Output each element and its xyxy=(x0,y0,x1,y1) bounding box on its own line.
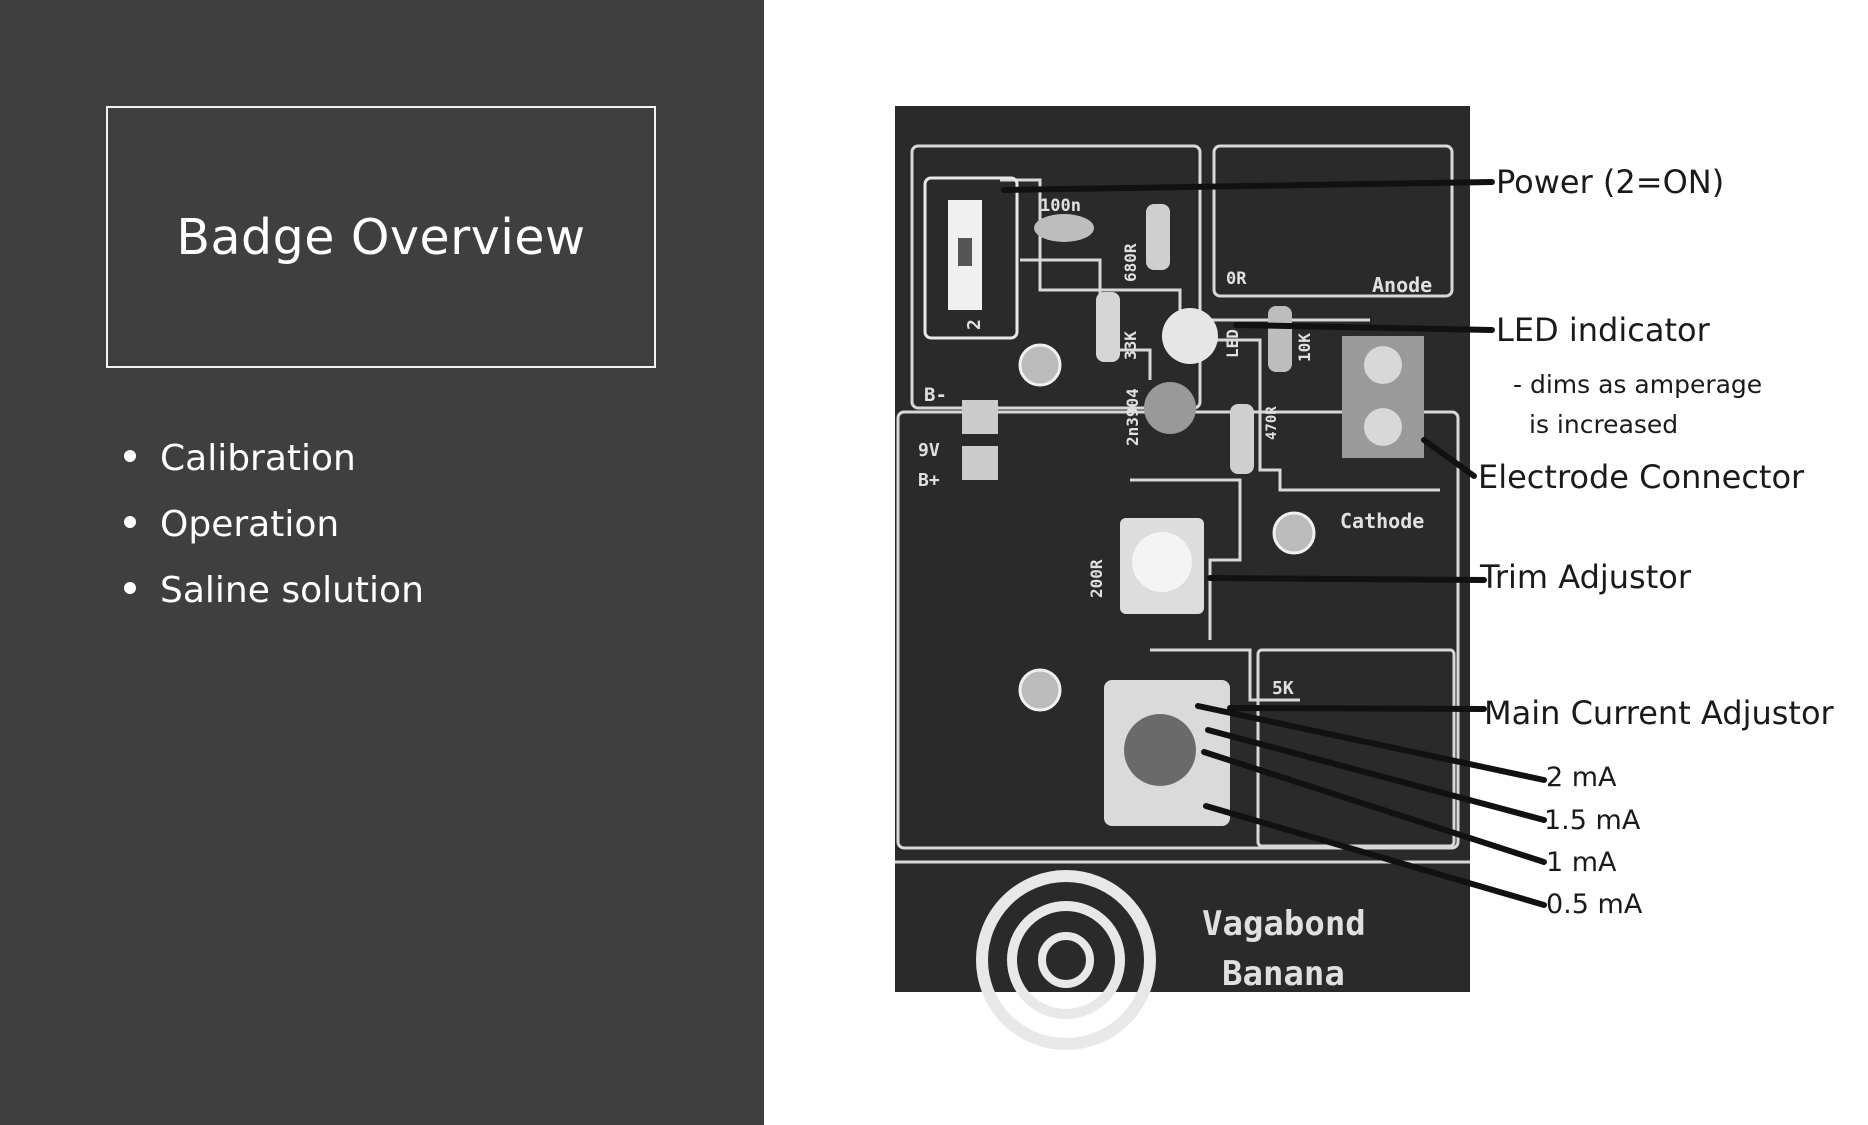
label-trim-adjustor: Trim Adjustor xyxy=(1479,558,1692,596)
bullet-text: Calibration xyxy=(160,438,356,479)
switch-outline xyxy=(923,176,1019,340)
bullet-dot-icon xyxy=(124,516,136,528)
pcb-label-led: LED xyxy=(1223,329,1242,358)
callout-1-5ma xyxy=(1205,727,1547,823)
bullet-dot-icon xyxy=(124,582,136,594)
label-power: Power (2=ON) xyxy=(1496,163,1724,201)
pcb-label-9v: 9V xyxy=(918,440,940,461)
resistor-470r xyxy=(1230,404,1254,474)
pcb-label-470r: 470R xyxy=(1264,406,1280,440)
callout-lines xyxy=(1001,179,1547,908)
pcb-brand-line-2: Banana xyxy=(1222,954,1345,994)
label-setting-0-5ma: 0.5 mA xyxy=(1546,889,1643,920)
label-led-note-2: is increased xyxy=(1529,410,1678,439)
bullet-text: Saline solution xyxy=(160,570,424,611)
callout-power xyxy=(1001,179,1495,193)
title-box: Badge Overview xyxy=(106,106,656,368)
led-component xyxy=(1162,308,1218,364)
transistor xyxy=(1144,382,1196,434)
pcb-photo: 100n 680R 0R Anode 33K LED 10K B- 9V B+ … xyxy=(895,106,1470,1050)
left-panel: Badge Overview Calibration Operation Sal… xyxy=(0,0,764,1125)
resistor-10k xyxy=(1268,306,1292,372)
callout-0-5ma xyxy=(1203,803,1547,908)
bullet-list: Calibration Operation Saline solution xyxy=(118,434,424,632)
bullet-text: Operation xyxy=(160,504,340,545)
callout-main-current xyxy=(1227,705,1487,712)
slide-title: Badge Overview xyxy=(176,208,586,266)
pcb-label-cathode: Cathode xyxy=(1340,509,1424,533)
label-setting-1ma: 1 mA xyxy=(1546,847,1617,878)
battery-pad-minus xyxy=(962,400,998,434)
pcb-brand-line-1: Vagabond xyxy=(1202,904,1366,944)
pcb-label-2n3904: 2n3904 xyxy=(1123,388,1142,446)
label-setting-2ma: 2 mA xyxy=(1546,762,1617,793)
callout-2ma xyxy=(1195,703,1547,783)
label-led-indicator: LED indicator xyxy=(1496,311,1711,349)
label-electrode-connector: Electrode Connector xyxy=(1478,458,1805,496)
trim-knob xyxy=(1132,532,1192,592)
callout-led xyxy=(1233,322,1495,333)
brand-logo xyxy=(976,870,1156,1050)
main-knob xyxy=(1124,714,1196,786)
mount-holes xyxy=(1018,343,1316,712)
label-led-note-1: - dims as amperage xyxy=(1513,370,1762,399)
pcb-label-680r: 680R xyxy=(1121,243,1140,282)
connector-screw xyxy=(1364,346,1402,384)
bullet-item: Saline solution xyxy=(118,566,424,632)
capacitor-100n xyxy=(1034,214,1094,242)
bullet-dot-icon xyxy=(124,450,136,462)
pcb-label-0r: 0R xyxy=(1226,269,1247,289)
pcb-label-200r: 200R xyxy=(1087,559,1106,598)
battery-pad-plus xyxy=(962,446,998,480)
pcb-label-5k: 5K xyxy=(1272,678,1294,699)
label-main-current-adjustor: Main Current Adjustor xyxy=(1484,694,1835,732)
callout-1ma xyxy=(1201,749,1547,865)
bullet-item: Operation xyxy=(118,500,424,566)
pcb-label-b-minus: B- xyxy=(924,384,947,406)
pcb-label-b-plus: B+ xyxy=(918,470,940,491)
pcb-label-10k: 10K xyxy=(1295,333,1314,362)
label-setting-1-5ma: 1.5 mA xyxy=(1544,805,1641,836)
pcb-label-33k: 33K xyxy=(1121,331,1140,360)
pcb-label-100n: 100n xyxy=(1040,196,1081,216)
callout-electrode xyxy=(1421,437,1477,479)
switch-slider xyxy=(958,238,972,266)
resistor-680r xyxy=(1146,204,1170,270)
bullet-item: Calibration xyxy=(118,434,424,500)
resistor-33k xyxy=(1096,292,1120,362)
pcb-label-switch-2: 2 xyxy=(964,319,985,330)
pcb-label-anode: Anode xyxy=(1372,273,1432,297)
callout-trim xyxy=(1207,575,1487,583)
connector-screw xyxy=(1364,408,1402,446)
